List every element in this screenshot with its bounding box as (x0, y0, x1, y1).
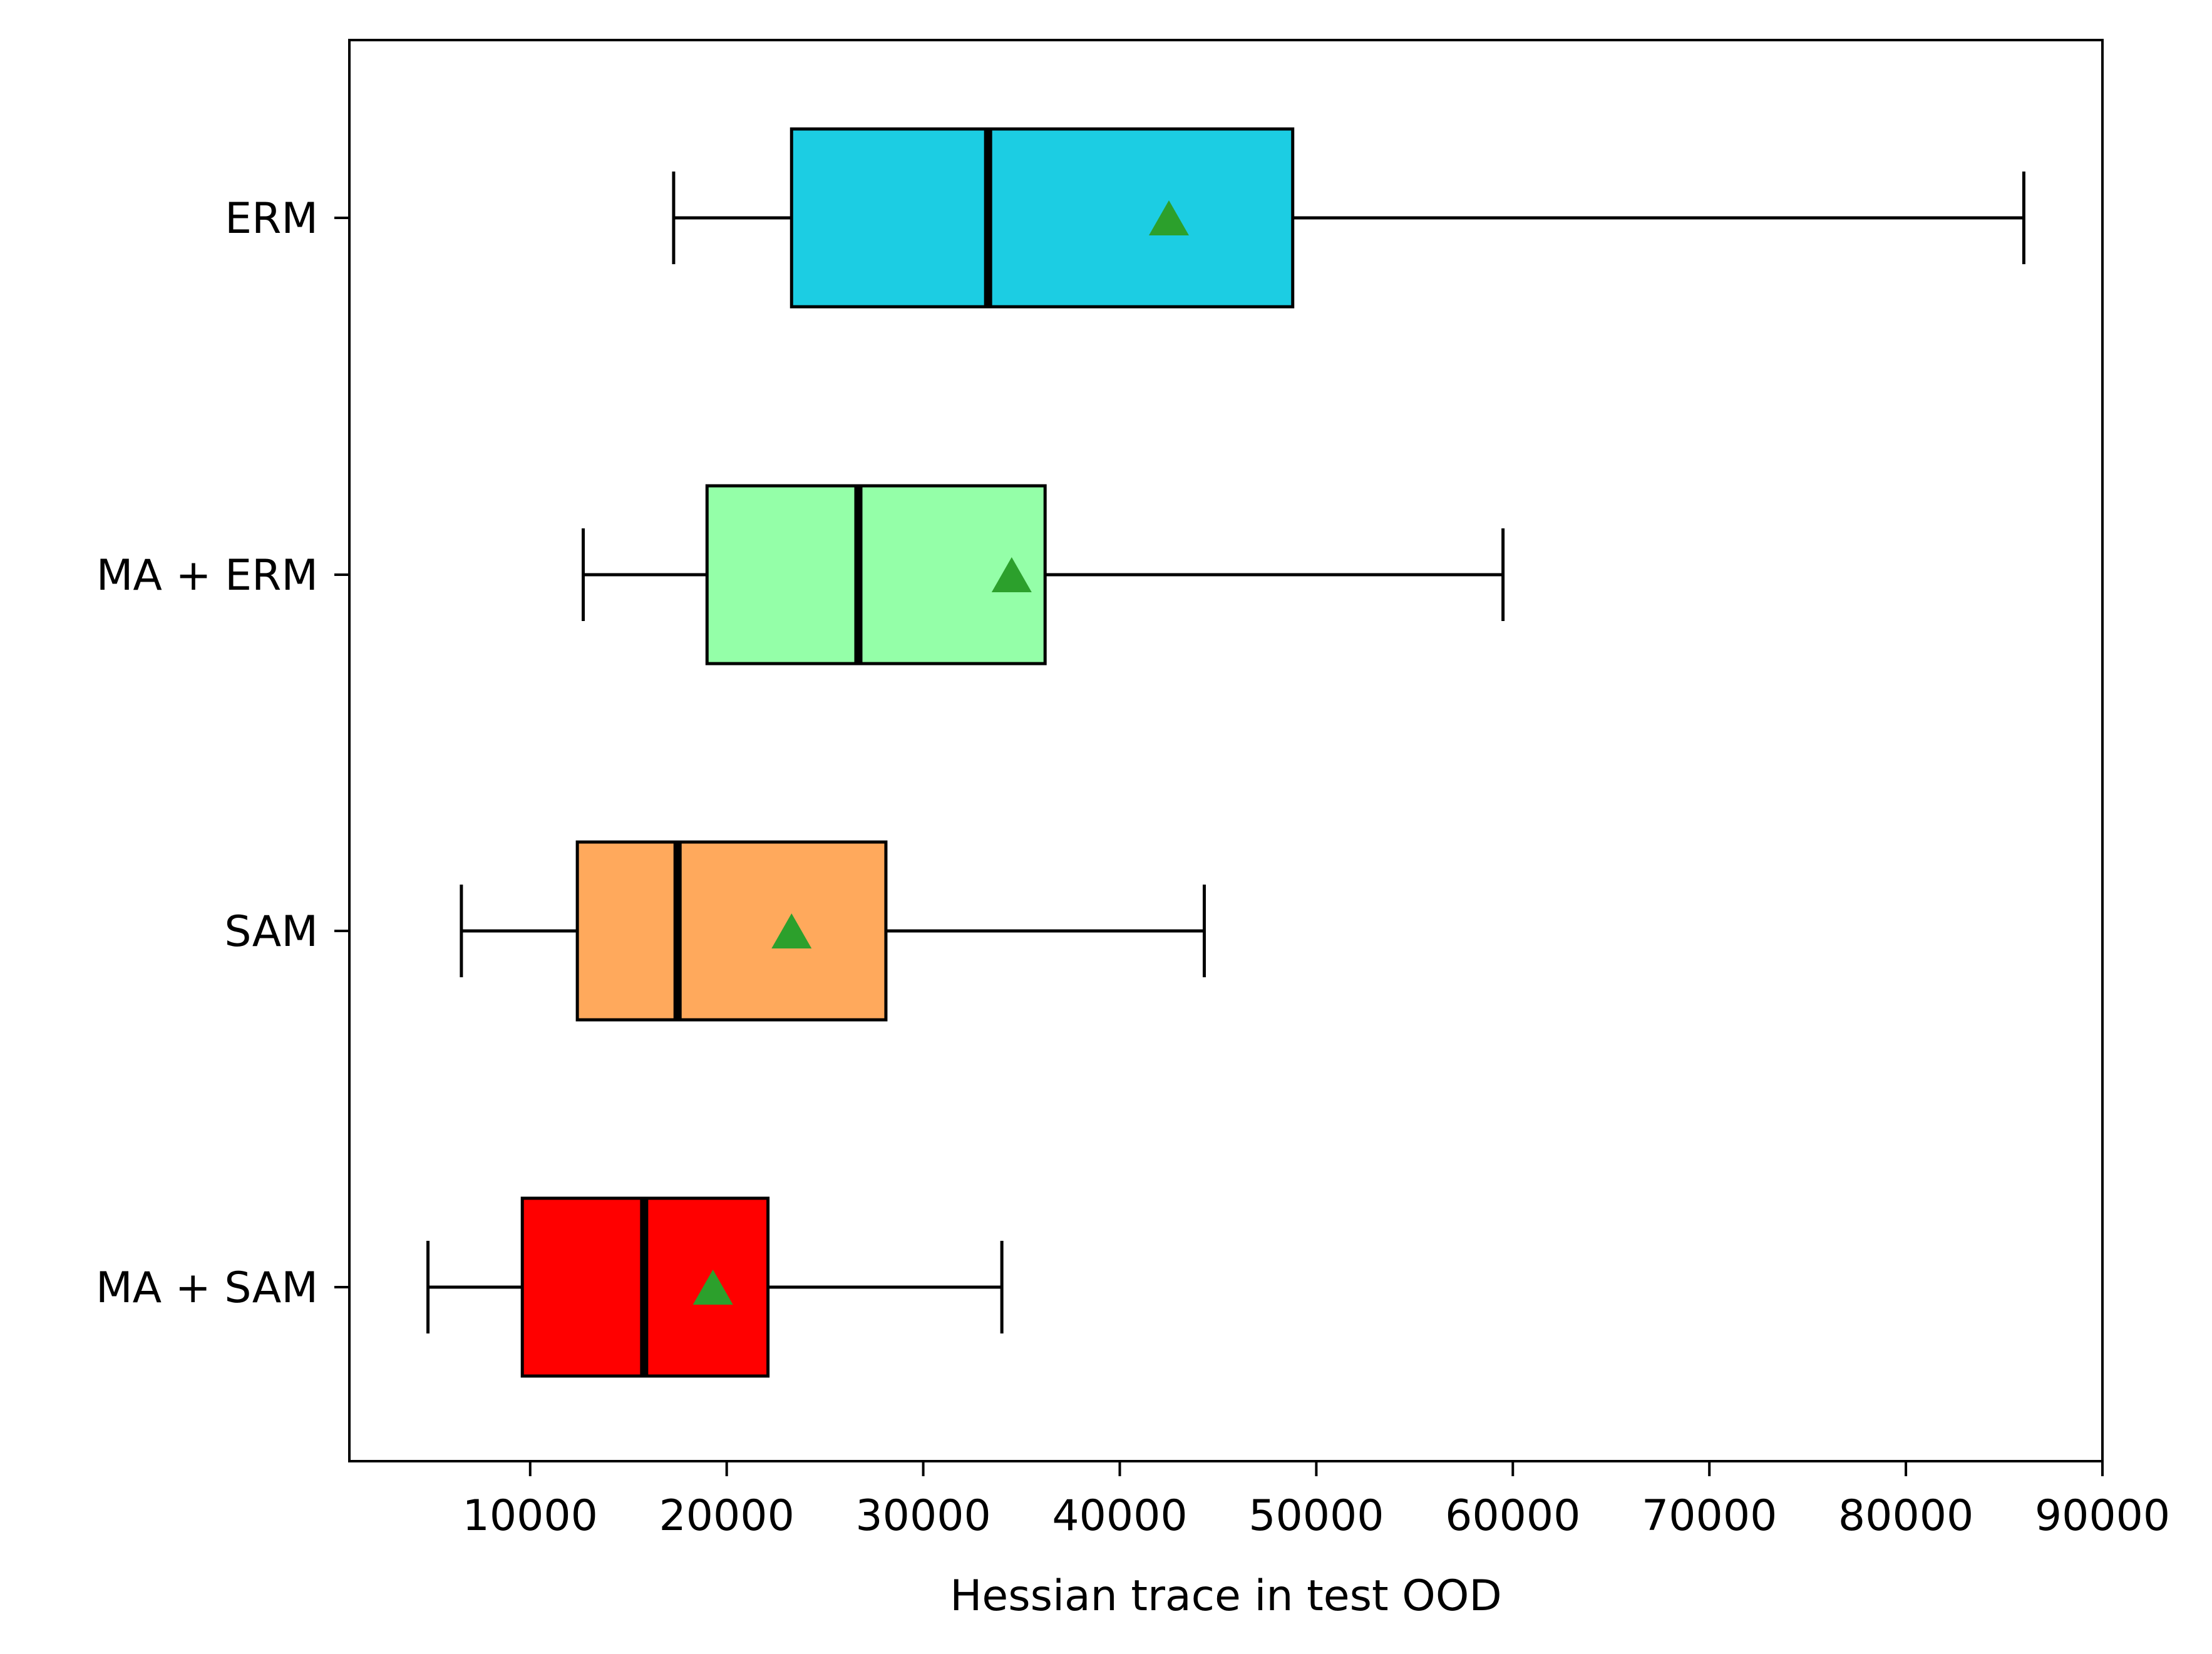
x-tick-label: 50000 (1248, 1491, 1384, 1541)
mean-marker (991, 557, 1032, 592)
y-tick-label: MA + SAM (96, 1263, 318, 1313)
box-iqr (705, 484, 1047, 665)
mean-marker (1148, 200, 1189, 235)
x-tick-label: 40000 (1052, 1491, 1187, 1541)
box-iqr (575, 840, 888, 1022)
mean-marker (692, 1270, 733, 1305)
x-tick-label: 10000 (463, 1491, 598, 1541)
x-tick-label: 80000 (1838, 1491, 1973, 1541)
x-axis: 10000 20000 30000 40000 50000 60000 70000 80000… (463, 1461, 2170, 1541)
x-tick-label: 20000 (659, 1491, 795, 1541)
y-tick-label: ERM (225, 194, 318, 244)
x-axis-label: Hessian trace in test OOD (950, 1571, 1501, 1621)
y-tick-label: MA + ERM (96, 551, 318, 600)
box-ma-erm (582, 484, 1505, 665)
y-tick-label: SAM (224, 907, 318, 957)
box-ma-sam (426, 1196, 1004, 1378)
box-iqr (790, 127, 1295, 309)
box-erm (672, 127, 2025, 309)
box-sam (460, 840, 1206, 1022)
x-tick-label: 90000 (2035, 1491, 2170, 1541)
x-tick-label: 60000 (1445, 1491, 1580, 1541)
x-tick-label: 70000 (1642, 1491, 1777, 1541)
y-axis: ERM MA + ERM SAM MA + SAM (96, 194, 349, 1313)
mean-marker (771, 913, 812, 948)
plot-frame (348, 39, 2104, 1462)
boxes-layer (426, 127, 2025, 1378)
x-tick-label: 30000 (855, 1491, 990, 1541)
